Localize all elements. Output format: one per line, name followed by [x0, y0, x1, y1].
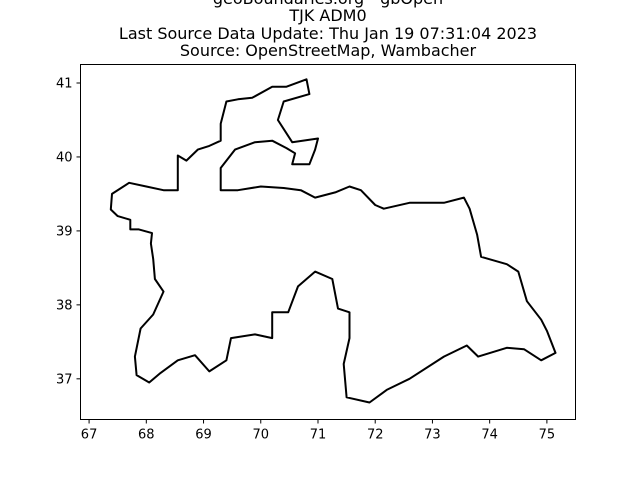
y-tick-label: 39 [56, 224, 73, 239]
x-tick-label: 70 [252, 428, 269, 443]
x-tick-label: 71 [310, 428, 327, 443]
x-tick-label: 74 [481, 428, 498, 443]
map-title-country-level: TJK ADM0 [289, 6, 367, 25]
country-boundary-outline [109, 78, 557, 404]
x-tick-label: 68 [138, 428, 155, 443]
y-tick-label: 38 [56, 298, 73, 313]
x-tick-label: 67 [81, 428, 98, 443]
x-tick-label: 73 [424, 428, 441, 443]
y-tick-label: 41 [56, 76, 73, 91]
x-tick-label: 72 [367, 428, 384, 443]
y-tick-label: 40 [56, 150, 73, 165]
map-title-source-site: geoBoundaries.org - gbOpen [0, 0, 640, 8]
y-tick-label: 37 [56, 372, 73, 387]
map-title-source: Source: OpenStreetMap, Wambacher [179, 41, 477, 60]
y-axis: 37 38 39 40 41 [56, 76, 81, 387]
x-tick-label: 75 [539, 428, 556, 443]
x-tick-label: 69 [195, 428, 212, 443]
plot-axes-frame [80, 64, 576, 420]
x-axis: 67 68 69 70 71 72 73 74 75 [81, 419, 556, 443]
map-title-last-update: Last Source Data Update: Thu Jan 19 07:3… [118, 24, 538, 43]
